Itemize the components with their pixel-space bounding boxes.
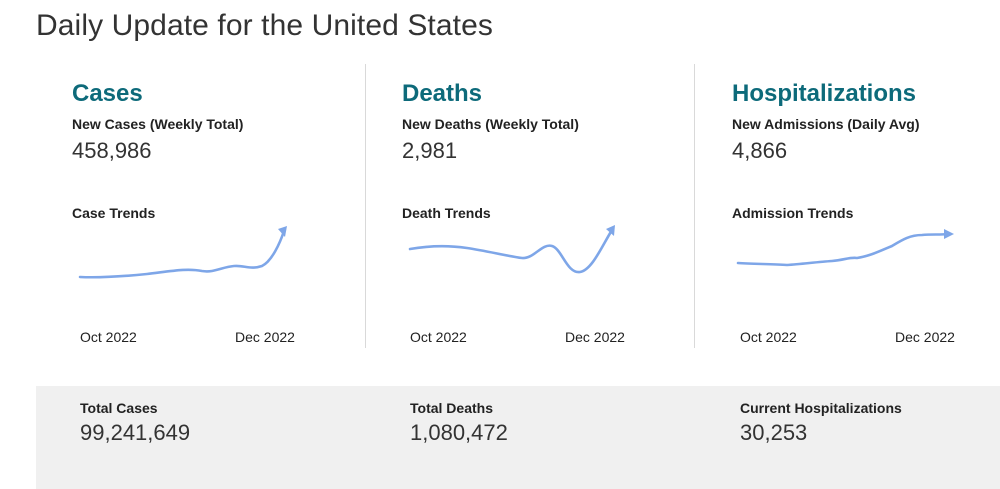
death-trend-line <box>408 228 614 274</box>
new-deaths-label: New Deaths (Weekly Total) <box>402 116 579 132</box>
deaths-card: Deaths New Deaths (Weekly Total) 2,981 D… <box>402 78 672 358</box>
page-title: Daily Update for the United States <box>36 9 493 42</box>
admission-trend-line <box>736 232 950 267</box>
new-deaths-value: 2,981 <box>402 138 458 163</box>
axis-label-start: Oct 2022 <box>740 329 797 345</box>
total-deaths-value: 1,080,472 <box>410 420 508 445</box>
axis-label-end: Dec 2022 <box>565 329 625 345</box>
axis-label-end: Dec 2022 <box>895 329 955 345</box>
cases-title[interactable]: Cases <box>72 80 143 107</box>
hospitalizations-title[interactable]: Hospitalizations <box>732 80 917 107</box>
new-cases-label: New Cases (Weekly Total) <box>72 116 244 132</box>
total-cases-label: Total Cases <box>80 400 158 416</box>
current-hospitalizations-label: Current Hospitalizations <box>740 400 902 416</box>
hospitalizations-card: Hospitalizations New Admissions (Daily A… <box>732 78 1000 358</box>
total-deaths-label: Total Deaths <box>410 400 493 416</box>
case-trends-label: Case Trends <box>72 205 156 221</box>
cases-card: Cases New Cases (Weekly Total) 458,986 C… <box>72 78 342 358</box>
admission-trends-label: Admission Trends <box>732 205 854 221</box>
deaths-title[interactable]: Deaths <box>402 80 483 107</box>
arrow-head-icon <box>606 225 615 236</box>
new-admissions-value: 4,866 <box>732 138 788 163</box>
column-divider <box>694 64 695 348</box>
current-hospitalizations-value: 30,253 <box>740 420 808 445</box>
total-deaths: Total Deaths 1,080,472 <box>410 400 508 446</box>
death-trends-label: Death Trends <box>402 205 491 221</box>
total-cases: Total Cases 99,241,649 <box>80 400 190 446</box>
arrow-head-icon <box>944 229 954 239</box>
new-cases-value: 458,986 <box>72 138 152 163</box>
axis-label-start: Oct 2022 <box>410 329 467 345</box>
axis-label-end: Dec 2022 <box>235 329 295 345</box>
case-trends-sparkline <box>78 226 287 279</box>
arrow-head-icon <box>278 226 287 237</box>
totals-panel: Total Cases 99,241,649 Total Deaths 1,08… <box>36 386 1000 489</box>
case-trend-line <box>78 229 286 279</box>
death-trends-sparkline <box>408 225 615 274</box>
current-hospitalizations: Current Hospitalizations 30,253 <box>740 400 902 446</box>
column-divider <box>365 64 366 348</box>
new-admissions-label: New Admissions (Daily Avg) <box>732 116 920 132</box>
total-cases-value: 99,241,649 <box>80 420 191 445</box>
admission-trends-sparkline <box>736 229 954 267</box>
axis-label-start: Oct 2022 <box>80 329 137 345</box>
